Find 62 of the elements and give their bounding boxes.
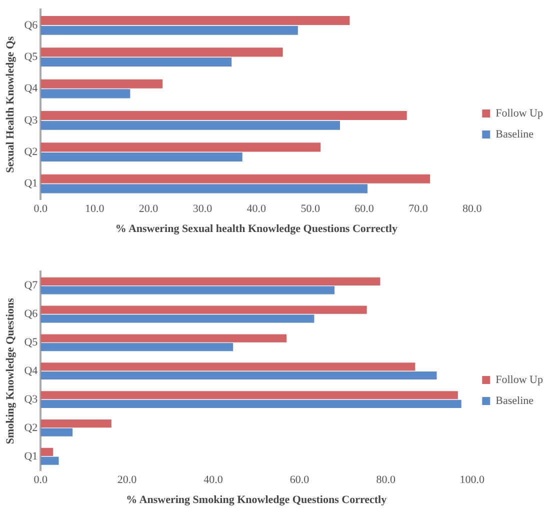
bar: [40, 306, 367, 314]
bar: [40, 174, 430, 184]
x-axis-title: % Answering Sexual health Knowledge Questions Correctly: [115, 223, 398, 236]
x-tick-label: 60.0: [354, 203, 374, 216]
y-tick-label: Q2: [24, 146, 38, 158]
y-tick-label: Q6: [24, 308, 38, 320]
x-tick-label: 50.0: [300, 203, 320, 216]
bar: [40, 428, 73, 436]
x-tick-label: 0.0: [34, 203, 48, 216]
x-tick-label: 100.0: [460, 474, 486, 486]
y-tick-label: Q1: [24, 178, 38, 190]
x-tick-label: 10.0: [84, 203, 105, 216]
y-tick-label: Q3: [24, 393, 38, 406]
legend-label: Baseline: [496, 128, 534, 140]
y-tick-label: Q3: [24, 114, 38, 126]
legend-label: Follow Up: [496, 374, 544, 386]
legend-label: Follow Up: [496, 107, 544, 120]
bar: [40, 343, 234, 352]
bar: [40, 334, 287, 342]
bar: [40, 362, 416, 371]
y-axis-title: Smoking Knowledge Questions: [4, 297, 16, 444]
bar: [40, 142, 321, 152]
bar: [40, 277, 380, 286]
bar: [40, 419, 112, 428]
x-tick-label: 70.0: [408, 203, 428, 216]
bar: [40, 120, 340, 130]
bar: [40, 371, 437, 380]
bar: [40, 26, 298, 35]
x-tick-label: 60.0: [290, 474, 310, 486]
bar: [40, 456, 59, 465]
x-tick-label: 80.0: [376, 474, 396, 486]
bar: [40, 391, 458, 400]
bar: [40, 79, 163, 88]
y-tick-label: Q4: [24, 364, 38, 377]
y-tick-label: Q4: [24, 82, 38, 95]
x-axis-title: % Answering Smoking Knowledge Questions Correctly: [126, 494, 388, 506]
x-tick-label: 40.0: [204, 474, 224, 486]
bar: [40, 152, 242, 162]
bar: [40, 448, 54, 456]
y-tick-label: Q1: [24, 450, 38, 462]
bar: [40, 184, 368, 194]
bar: [40, 314, 314, 323]
y-tick-label: Q5: [24, 50, 38, 63]
y-tick-label: Q7: [24, 280, 38, 292]
x-tick-label: 20.0: [138, 203, 159, 216]
bar: [40, 16, 350, 26]
bar: [40, 89, 130, 98]
y-tick-label: Q2: [24, 422, 38, 434]
x-tick-label: 40.0: [246, 203, 267, 216]
x-tick-label: 30.0: [192, 203, 213, 216]
x-tick-label: 20.0: [117, 474, 138, 486]
y-tick-label: Q5: [24, 336, 38, 349]
y-axis-title: Sexual Health Knowledge Qs: [4, 36, 16, 173]
bar: [40, 286, 334, 294]
x-tick-label: 80.0: [462, 203, 482, 216]
legend-label: Baseline: [496, 394, 534, 407]
bar: [40, 48, 283, 57]
bar: [40, 400, 462, 408]
y-tick-label: Q6: [24, 19, 38, 32]
bar: [40, 111, 407, 120]
bar: [40, 57, 232, 67]
x-tick-label: 0.0: [34, 474, 48, 486]
